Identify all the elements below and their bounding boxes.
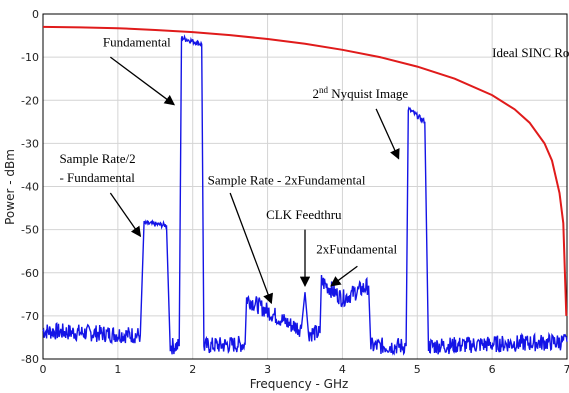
- x-tick-label: 0: [40, 363, 47, 376]
- y-tick-label: -50: [21, 224, 39, 237]
- annotation-label: Sample Rate - 2xFundamental: [208, 172, 366, 187]
- annotation-arrow: [109, 56, 176, 106]
- y-tick-label: 0: [32, 8, 39, 21]
- x-tick-label: 2: [189, 363, 196, 376]
- y-tick-label: -30: [21, 137, 39, 150]
- x-tick-label: 6: [489, 363, 496, 376]
- x-axis-label: Frequency - GHz: [250, 377, 349, 391]
- x-tick-label: 3: [264, 363, 271, 376]
- x-tick-label: 5: [414, 363, 421, 376]
- x-tick-label: 7: [564, 363, 569, 376]
- spectrum-series-line: [42, 34, 568, 356]
- y-tick-label: -40: [21, 181, 39, 194]
- y-tick-label: -20: [21, 94, 39, 107]
- y-tick-label: -10: [21, 51, 39, 64]
- x-tick-label: 1: [114, 363, 121, 376]
- annotation-label: 2xFundamental: [316, 241, 397, 256]
- annotation-label: - Fundamental: [59, 170, 135, 185]
- annotation-arrow: [375, 108, 400, 160]
- y-axis-label: Power - dBm: [3, 149, 17, 225]
- annotations: Ideal SINC Roll-Off Fundamental 2nd Nyquis…: [59, 34, 569, 256]
- annotation-label: CLK Feedthru: [266, 207, 342, 222]
- annotation-label: 2nd Nyquist Image: [312, 85, 408, 101]
- y-tick-label: -60: [21, 267, 39, 280]
- annotation-arrow: [229, 192, 273, 305]
- annotation-arrows: [109, 56, 400, 305]
- y-tick-label: -70: [21, 310, 39, 323]
- annotation-label: Fundamental: [103, 34, 171, 49]
- tick-labels: 0 1 2 3 4 5 6 7 0 -10 -20 -30 -40 -50 -60 -70 -80: [21, 8, 569, 376]
- sinc-rolloff-series-line: [42, 25, 568, 316]
- x-tick-label: 4: [339, 363, 346, 376]
- annotation-label: Ideal SINC Roll-Off: [492, 45, 569, 60]
- annotation-label: Sample Rate/2: [59, 151, 135, 166]
- data-series: [42, 25, 568, 356]
- annotation-arrow: [330, 265, 358, 287]
- y-tick-label: -80: [21, 353, 39, 366]
- annotation-arrow: [109, 192, 142, 238]
- plot-frame: [42, 13, 568, 360]
